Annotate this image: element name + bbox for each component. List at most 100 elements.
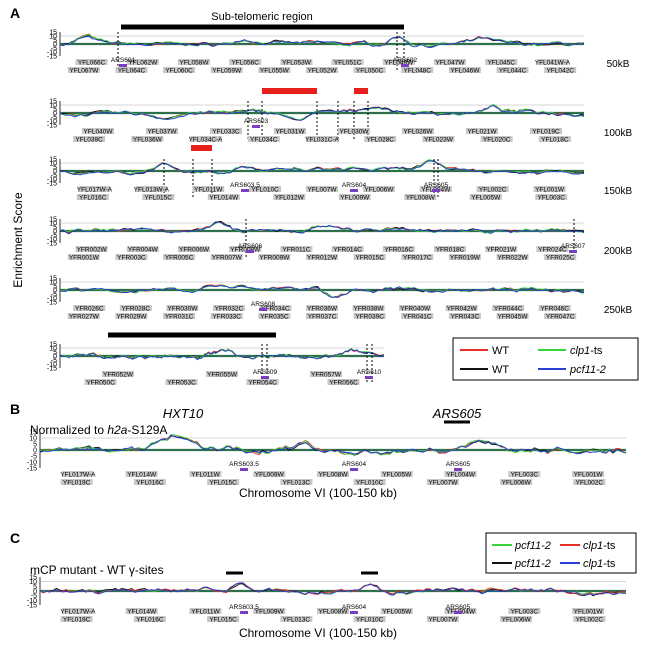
row5-gene-top-7: YFR040W xyxy=(400,306,431,313)
legend-a-label-2-suffix: -ts xyxy=(590,345,603,357)
row1-gene-top-0: YFL066C xyxy=(78,60,106,67)
row5-gene-top-box-3 xyxy=(212,305,245,311)
panelc-gene-bot-3: YFL013C xyxy=(283,617,311,624)
panelc-gene-top-8: YFL001W xyxy=(574,609,604,616)
panelc-ytick-3: 0 xyxy=(33,589,37,596)
row4-gene-top-box-2 xyxy=(178,246,210,252)
panelb-ytick-1: 10 xyxy=(29,436,37,443)
panelc-gene-top-7: YFL003C xyxy=(511,609,539,616)
row3-ytick-1: 10 xyxy=(49,161,57,168)
row3-scale-label: 150kB xyxy=(604,186,633,197)
row6-gene-top-2: YFR057W xyxy=(311,372,342,379)
row5-gene-bot-box-5 xyxy=(306,313,338,319)
row6-gene-bot-2: YFR054C xyxy=(248,380,277,387)
panelc-gene-bot-4: YFL010C xyxy=(356,617,384,624)
panelc-gene-top-box-0 xyxy=(61,608,94,614)
row2-ytick-0: 15 xyxy=(49,99,57,106)
row3-ytick-4: -5 xyxy=(51,173,57,180)
hxt10-label: HXT10 xyxy=(163,406,204,421)
legend-c-label-1: pcf11-2 xyxy=(514,540,551,552)
panelc-gene-bot-5: YFL007W xyxy=(428,617,458,624)
panel-b-annotation-gene: h2a xyxy=(107,423,127,437)
row4-gene-bot-9: YFR022W xyxy=(498,255,529,262)
panelb-gene-bot-5: YFL007W xyxy=(428,480,458,487)
panelc-ytick-4: -5 xyxy=(31,593,37,600)
row3-gene-top-5: YFL006W xyxy=(364,187,394,194)
row3-gene-top-box-0 xyxy=(78,186,111,192)
row1-gene-top-9: YFL041W-A xyxy=(535,60,571,67)
row5-gene-top-box-9 xyxy=(492,305,525,311)
row1-ytick-3: 0 xyxy=(53,42,57,49)
row6-gene-bot-box-1 xyxy=(165,379,198,385)
row4-ars-mark-1 xyxy=(569,250,577,253)
panelb-gene-top-5: YFL005W xyxy=(382,472,412,479)
row2-gene-bot-2: YFL034C-A xyxy=(189,137,224,144)
row5-gene-top-3: YFR032C xyxy=(215,306,244,313)
row6-ars-label-0: ARS609 xyxy=(253,369,278,376)
row3-gene-bot-0: YFL016C xyxy=(79,195,107,202)
row3-ars-label-2: ARS605 xyxy=(424,182,449,189)
row4-gene-top-9: YFR024C xyxy=(538,247,567,254)
panel-b-annotation-prefix: Normalized to xyxy=(30,423,107,437)
row4-ytick-4: -5 xyxy=(51,233,57,240)
panel-c-annotation: mCP mutant - WT γ-sites xyxy=(30,563,164,577)
row4-gene-bot-7: YFR017C xyxy=(403,255,432,262)
panelb-gene-top-6: YFL004W xyxy=(446,472,476,479)
row1-ars-label-1: ARS602 xyxy=(393,57,418,64)
row1-gene-bot-6: YFL050C xyxy=(356,68,384,75)
panelb-gene-top-box-6 xyxy=(444,471,477,477)
row2-gene-bot-0: YFL039C xyxy=(75,137,103,144)
legend-c-box xyxy=(485,532,637,574)
row2-gene-top-box-6 xyxy=(466,128,498,134)
panel-letter-c: C xyxy=(10,530,20,546)
row3-gene-top-2: YFL011W xyxy=(194,187,223,194)
row1-gene-bot-9: YFL044C xyxy=(499,68,527,75)
row2-gene-bot-1: YFL036W xyxy=(133,137,163,144)
panelb-ars-label-1: ARS604 xyxy=(342,461,367,468)
row5-gene-bot-8: YFR043C xyxy=(451,314,480,321)
row1-gene-bot-box-5 xyxy=(306,67,338,73)
row5-gene-bot-box-8 xyxy=(448,313,481,319)
panelc-gene-top-box-5 xyxy=(380,608,413,614)
row2-gene-top-5: YFL026W xyxy=(404,129,434,136)
row4-ytick-2: 5 xyxy=(53,225,57,232)
row3-gene-top-1: YFL013W-A xyxy=(134,187,170,194)
panelc-gene-bot-box-3 xyxy=(280,616,313,622)
row1-gene-bot-10: YFL042C xyxy=(546,68,574,75)
panelb-gene-top-box-5 xyxy=(380,471,413,477)
panelb-ytick-5: -10 xyxy=(27,460,37,467)
row1-gene-bot-box-0 xyxy=(67,67,100,73)
panelc-gene-bot-box-2 xyxy=(207,616,240,622)
row1-gene-bot-2: YFL060C xyxy=(165,68,193,75)
panelb-gene-bot-3: YFL013C xyxy=(283,480,311,487)
row4-ytick-1: 10 xyxy=(49,221,57,228)
row4-ytick-5: -10 xyxy=(47,237,57,244)
row6-ytick-4: -5 xyxy=(51,358,57,365)
panelb-gene-bot-2: YFL015C xyxy=(209,480,237,487)
row5-ytick-6: -15 xyxy=(47,300,57,307)
panelc-gene-bot-2: YFL015C xyxy=(209,617,237,624)
row4-gene-top-box-6 xyxy=(382,246,415,252)
row1-gene-bot-8: YFL046W xyxy=(450,68,480,75)
legend-a-label-2: clp1-ts xyxy=(570,345,603,357)
panelb-gene-top-1: YFL014W xyxy=(127,472,157,479)
row4-gene-bot-6: YFR015C xyxy=(355,255,384,262)
panelc-ars-label-1: ARS604 xyxy=(342,604,367,611)
row1-gene-top-5: YFL051C xyxy=(334,60,362,67)
row3-gene-bot-6: YFL005W xyxy=(471,195,501,202)
row5-series-3 xyxy=(59,284,584,298)
row2-gene-top-7: YFL019C xyxy=(532,129,560,136)
panelb-gene-top-box-4 xyxy=(317,471,349,477)
row5-gene-top-8: YFR042W xyxy=(447,306,478,313)
row4-gene-bot-1: YFR003C xyxy=(117,255,146,262)
row1-gene-bot-box-3 xyxy=(210,67,243,73)
row6-gene-bot-box-2 xyxy=(246,379,279,385)
row4-gene-bot-box-0 xyxy=(67,254,100,260)
row3-gene-top-0: YFL017W-A xyxy=(77,187,113,194)
row4-ars-label-1: ARS607 xyxy=(561,243,586,250)
row5-gene-top-box-4 xyxy=(259,305,292,311)
row6-ytick-0: 15 xyxy=(49,342,57,349)
row5-gene-top-1: YFR028C xyxy=(122,306,151,313)
row4-gene-bot-5: YFR012W xyxy=(307,255,338,262)
row2-gene-bot-box-8 xyxy=(538,136,571,142)
